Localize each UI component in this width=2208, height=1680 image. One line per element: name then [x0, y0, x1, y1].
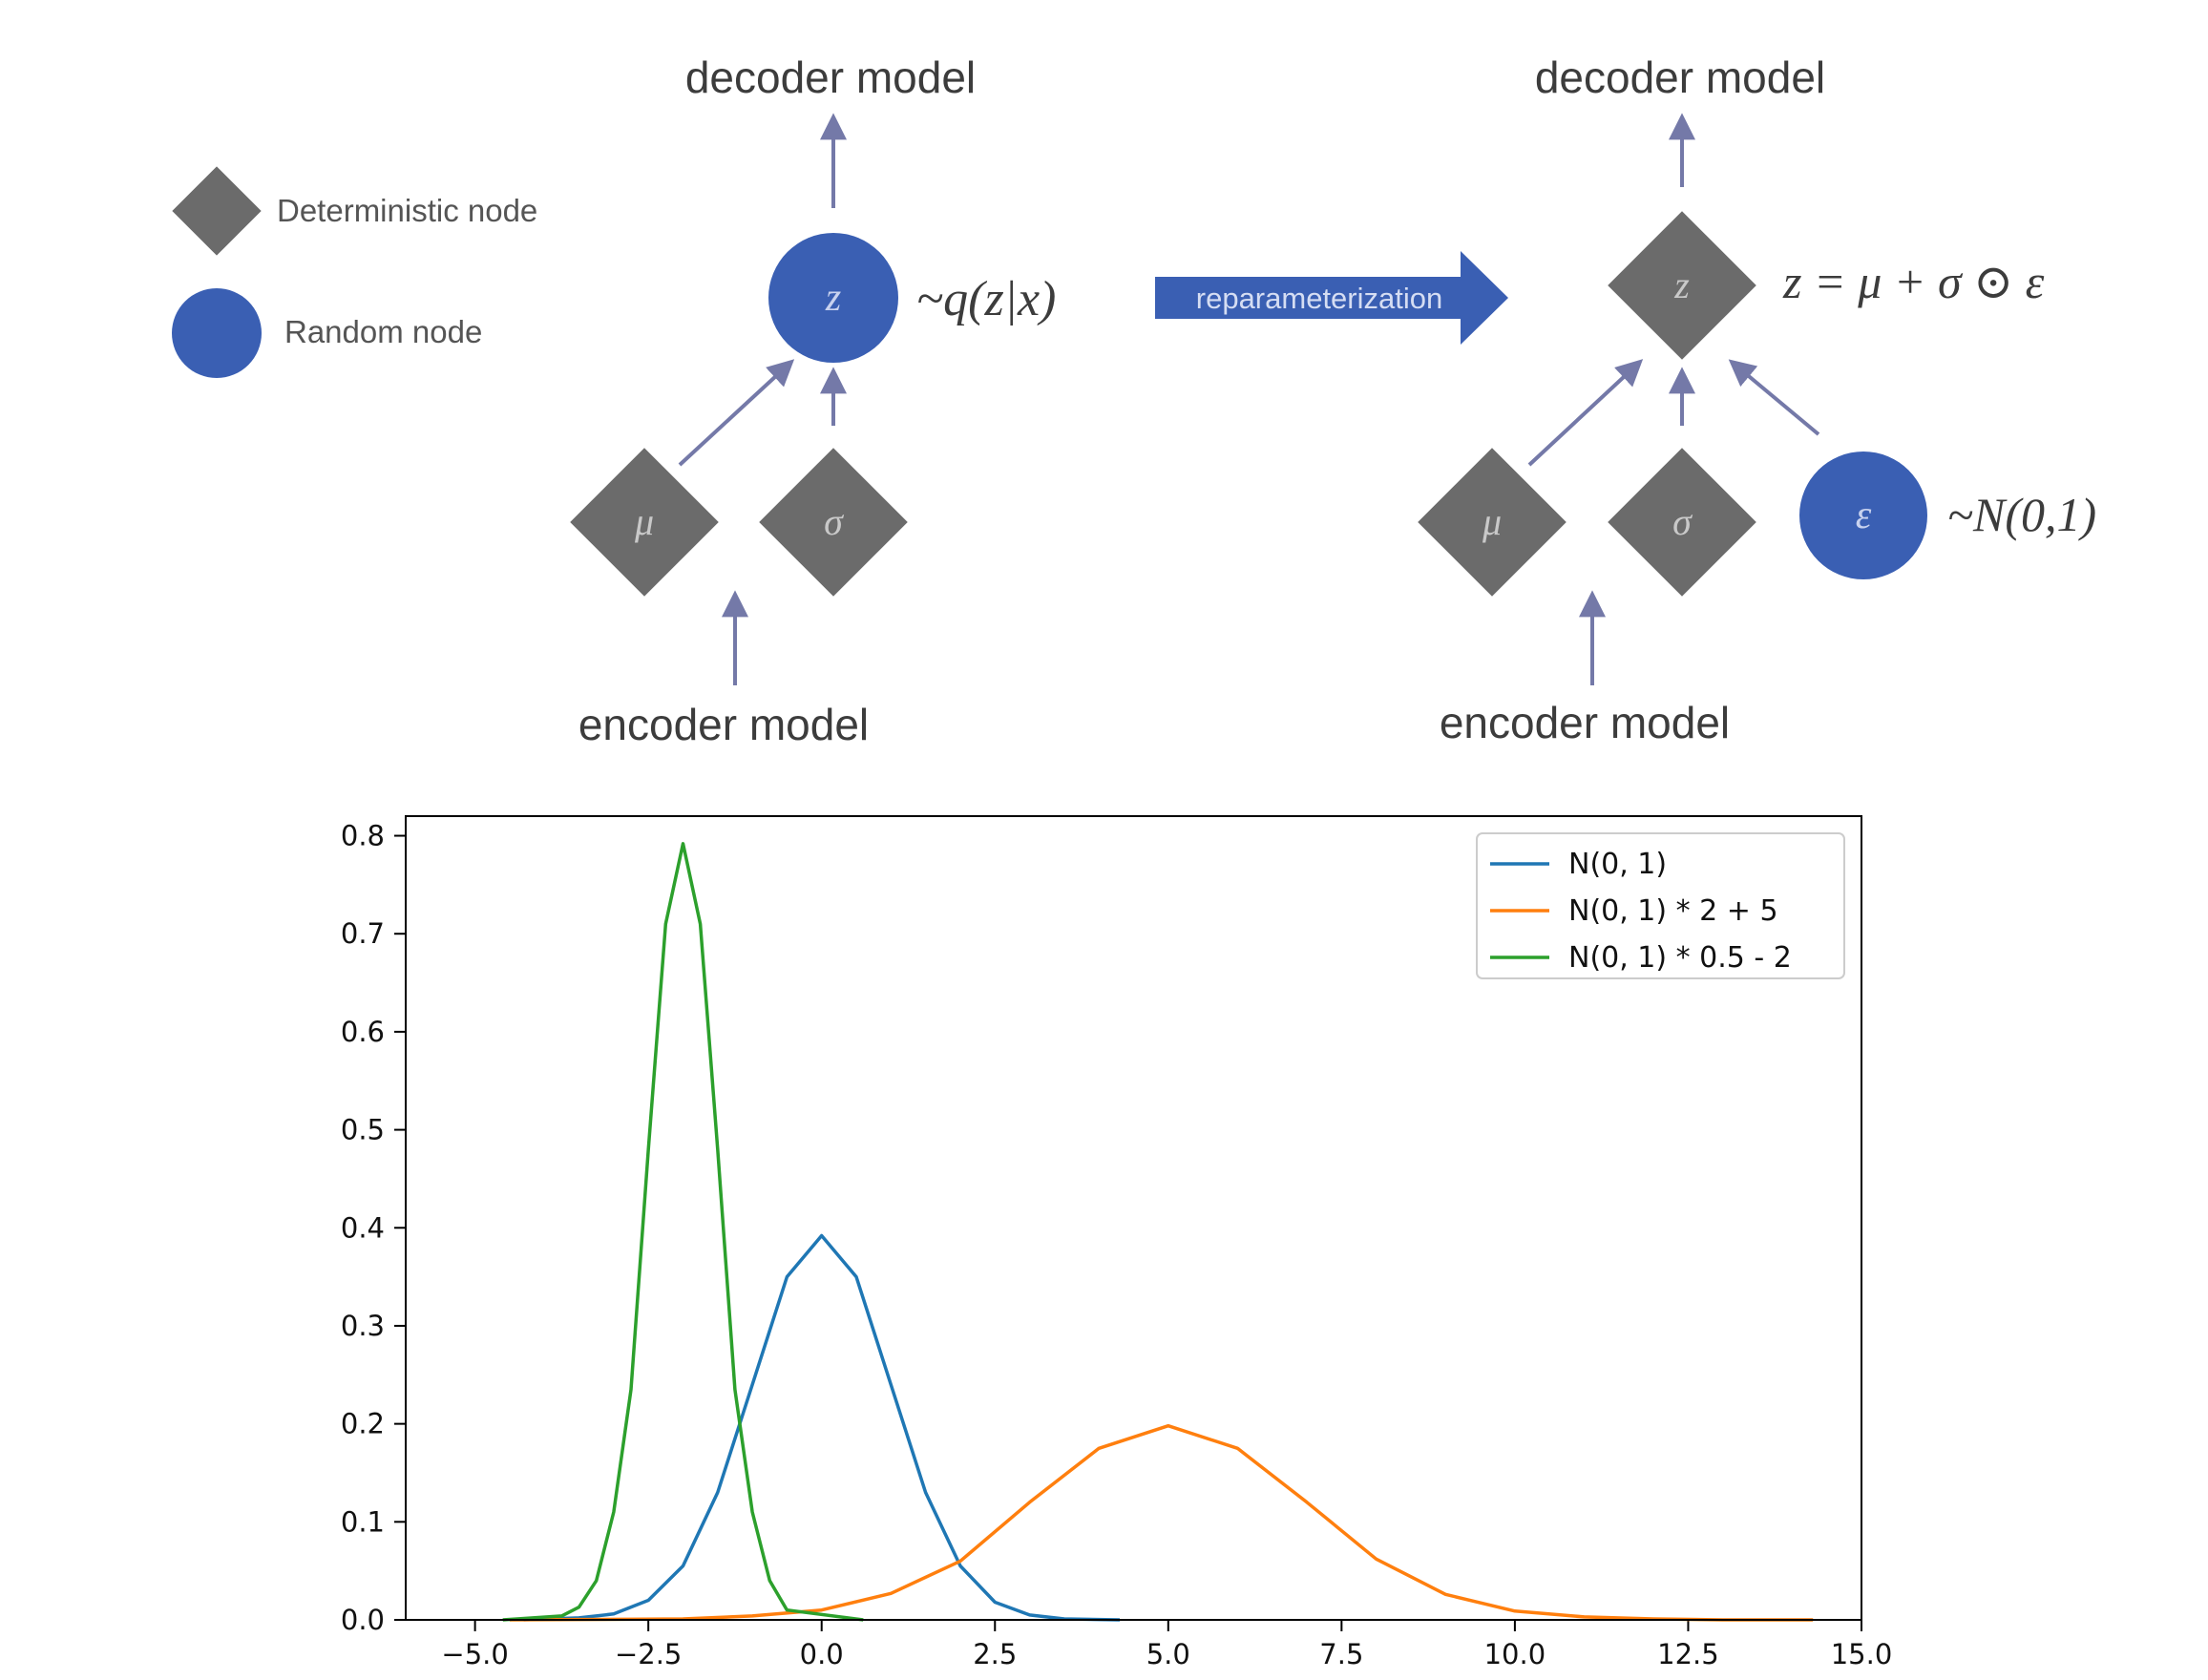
- y-tick-label: 0.7: [341, 917, 385, 950]
- legend-entry: N(0, 1) * 0.5 - 2: [1568, 941, 1792, 975]
- x-tick-label: 2.5: [973, 1638, 1017, 1670]
- right-encoder-label: encoder model: [1440, 698, 1730, 747]
- right-graph: decoder model z z = μ + σ ⊙ ε μ σ ε ~N(0…: [1418, 52, 2096, 747]
- x-tick-label: 12.5: [1657, 1638, 1719, 1670]
- right-mu-symbol: μ: [1482, 500, 1502, 543]
- chart-frame: [405, 815, 1862, 1621]
- chart-legend: N(0, 1) N(0, 1) * 2 + 5 N(0, 1) * 0.5 - 2: [1476, 832, 1845, 979]
- node-type-legend: Deterministic node Random node: [172, 166, 537, 378]
- y-tick-label: 0.1: [341, 1505, 385, 1538]
- x-tick-label: −5.0: [441, 1638, 508, 1670]
- reparameterization-arrow: reparameterization: [1155, 251, 1508, 345]
- legend-entry: N(0, 1) * 2 + 5: [1568, 894, 1778, 928]
- random-node-icon: [172, 288, 262, 378]
- reparameterization-diagram: Deterministic node Random node decoder m…: [172, 52, 2096, 749]
- left-decoder-label: decoder model: [685, 52, 976, 102]
- left-sigma-symbol: σ: [824, 500, 844, 543]
- left-mu-deterministic-node: [570, 448, 719, 597]
- x-tick-label: 0.0: [800, 1638, 844, 1670]
- y-tick-label: 0.2: [341, 1408, 385, 1440]
- right-z-equation: z = μ + σ ⊙ ε: [1782, 255, 2045, 308]
- deterministic-node-icon: [172, 166, 262, 256]
- right-mu-to-z-arrow: [1527, 359, 1644, 467]
- right-z-symbol: z: [1673, 263, 1690, 306]
- right-epsilon-symbol: ε: [1856, 494, 1872, 537]
- left-mu-to-z-arrow: [678, 359, 795, 467]
- right-epsilon-to-z-arrow: [1728, 359, 1820, 436]
- left-q-distribution: ~q(z|x): [916, 272, 1056, 326]
- y-tick-label: 0.3: [341, 1310, 385, 1342]
- deterministic-node-label: Deterministic node: [277, 193, 537, 228]
- legend-box: [1476, 832, 1845, 979]
- left-encoder-label: encoder model: [578, 700, 869, 749]
- y-tick-label: 0.0: [341, 1604, 385, 1636]
- left-z-random-node: [768, 233, 898, 363]
- x-tick-label: 7.5: [1319, 1638, 1363, 1670]
- right-mu-deterministic-node: [1418, 448, 1567, 597]
- series-line: [523, 1233, 1121, 1622]
- y-tick-label: 0.4: [341, 1211, 385, 1244]
- plot-frame: [405, 815, 1862, 1621]
- right-sigma-deterministic-node: [1608, 448, 1756, 597]
- reparameterization-label: reparameterization: [1196, 282, 1442, 315]
- right-sigma-symbol: σ: [1672, 500, 1693, 543]
- x-tick-label: 5.0: [1146, 1638, 1190, 1670]
- x-tick-label: 10.0: [1484, 1638, 1546, 1670]
- right-z-deterministic-node: [1608, 211, 1756, 360]
- random-node-label: Random node: [284, 314, 482, 349]
- right-decoder-label: decoder model: [1535, 52, 1825, 102]
- y-tick-label: 0.8: [341, 820, 385, 852]
- left-z-symbol: z: [825, 276, 841, 320]
- right-epsilon-distribution: ~N(0,1): [1947, 488, 2096, 541]
- y-tick-label: 0.5: [341, 1114, 385, 1146]
- left-graph: decoder model z ~q(z|x) μ σ encoder mode…: [570, 52, 1056, 749]
- chart-series: [502, 842, 1814, 1622]
- chart-axes: −5.0 −2.5 0.0 2.5 5.0 7.5 10.0 12.5 15.0 0.0 0.1 0.…: [341, 820, 1892, 1670]
- right-epsilon-random-node: [1799, 452, 1927, 579]
- left-mu-symbol: μ: [634, 500, 654, 543]
- left-sigma-deterministic-node: [759, 448, 908, 597]
- y-tick-label: 0.6: [341, 1016, 385, 1048]
- series-line: [502, 842, 864, 1622]
- legend-entry: N(0, 1): [1568, 848, 1667, 881]
- x-tick-label: −2.5: [615, 1638, 682, 1670]
- reparameterization-arrow-shape: [1155, 251, 1508, 345]
- x-tick-label: 15.0: [1831, 1638, 1893, 1670]
- series-line: [509, 1423, 1814, 1622]
